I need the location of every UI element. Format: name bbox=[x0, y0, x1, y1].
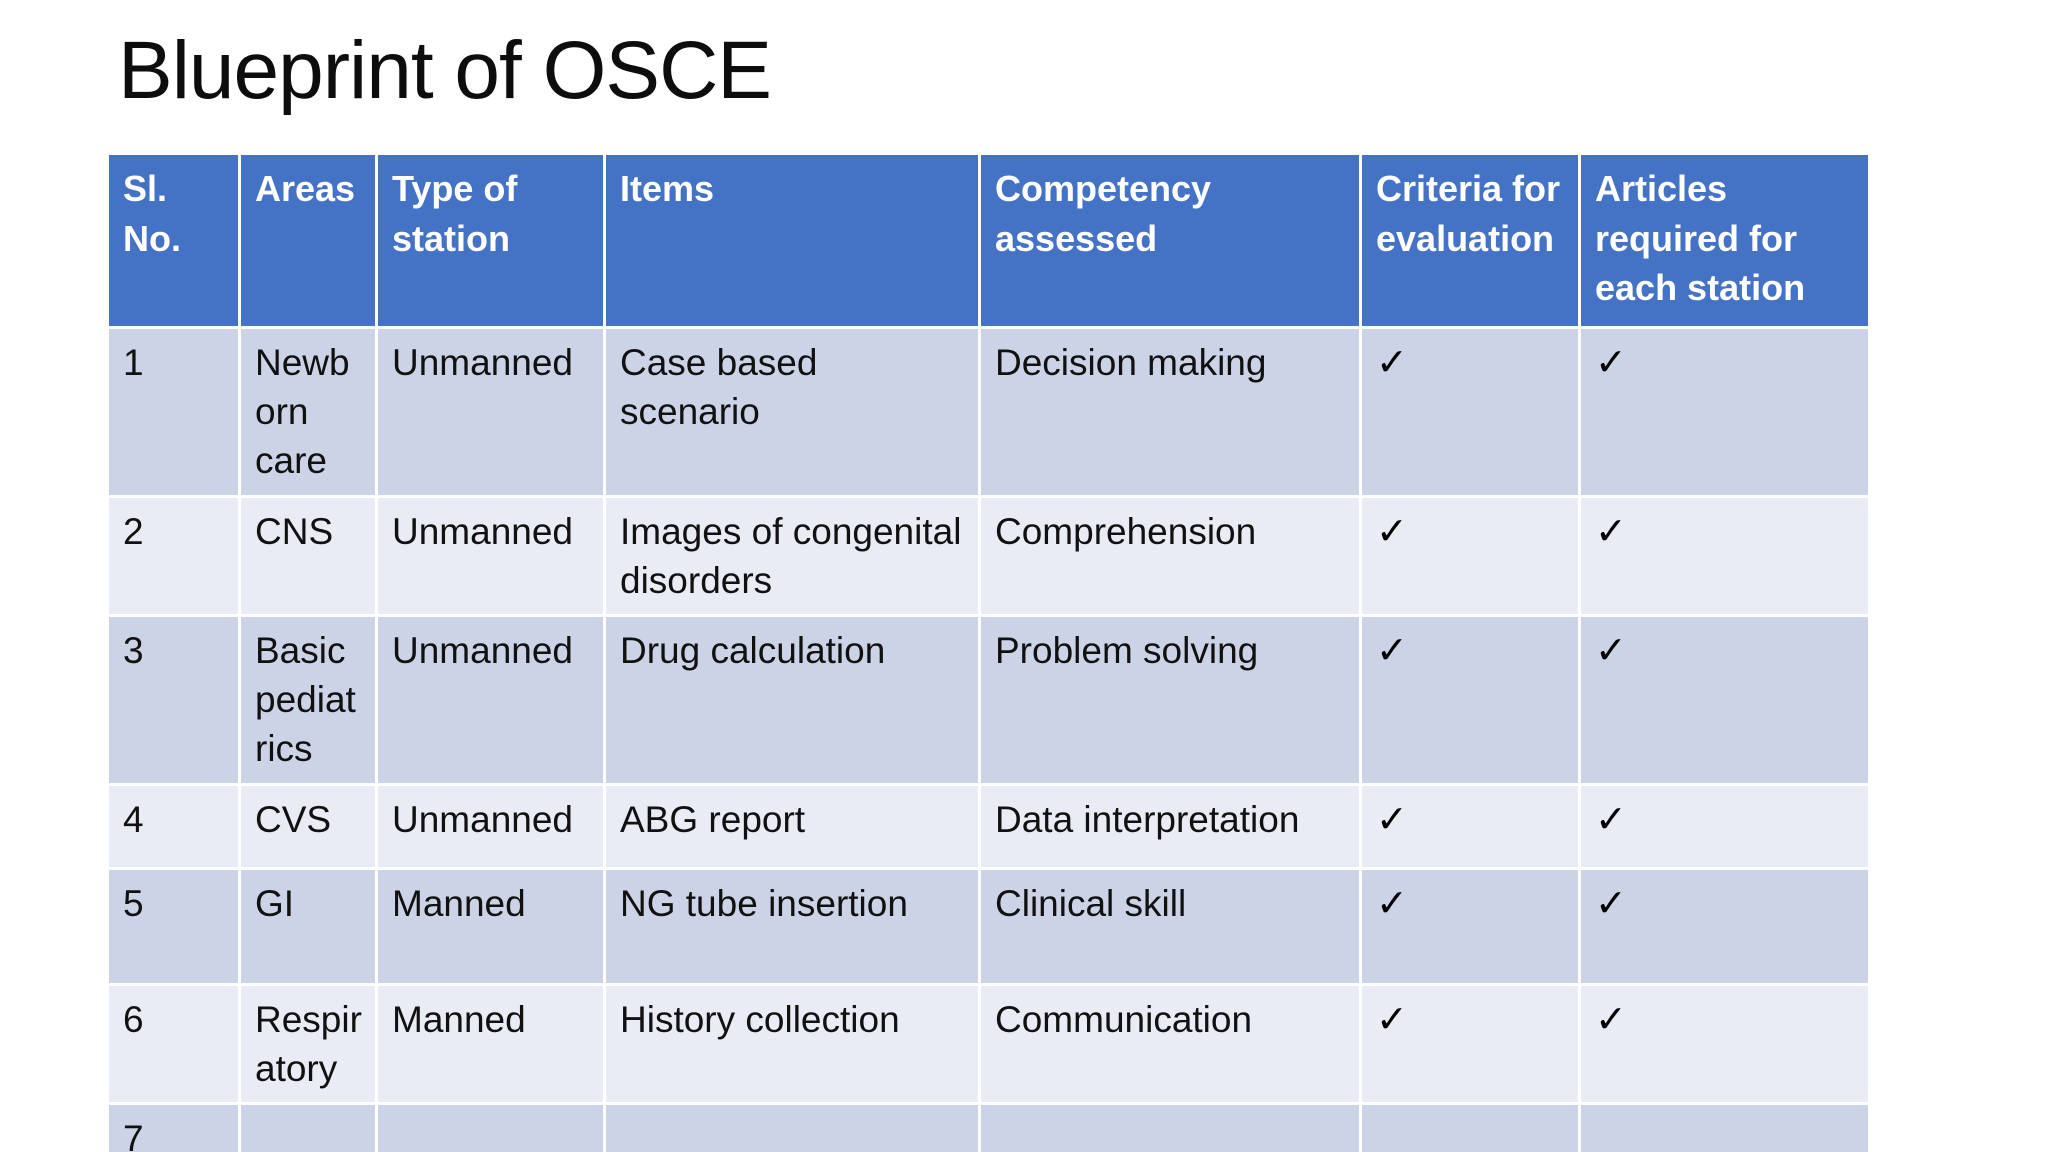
check-icon: ✓ bbox=[1376, 998, 1408, 1041]
check-icon: ✓ bbox=[1595, 342, 1627, 384]
area-cell: CNS bbox=[238, 494, 378, 618]
criteria-check-cell: ✓ bbox=[1359, 982, 1581, 1106]
competency-cell: Problem solving bbox=[978, 614, 1362, 786]
table-row: 7 bbox=[106, 1102, 1871, 1152]
table-row: 5 GI Manned NG tube insertion Clinical s… bbox=[106, 866, 1871, 986]
check-icon: ✓ bbox=[1595, 882, 1627, 925]
articles-check-cell: ✓ bbox=[1578, 614, 1871, 786]
table-body: 1 Newb orn care Unmanned Case based scen… bbox=[106, 326, 1871, 1152]
header-row: Sl. No. Areas Type of station Items Comp… bbox=[106, 152, 1871, 329]
station-type-cell: Unmanned bbox=[375, 782, 606, 870]
sl-no-cell: 4 bbox=[106, 782, 241, 870]
criteria-check-cell: ✓ bbox=[1359, 866, 1581, 986]
items-cell: History collection bbox=[603, 982, 981, 1106]
items-cell: Case based scenario bbox=[603, 326, 981, 498]
table-row: 2 CNS Unmanned Images of congenital diso… bbox=[106, 494, 1871, 618]
competency-cell: Decision making bbox=[978, 326, 1362, 498]
check-icon: ✓ bbox=[1595, 798, 1627, 841]
col-header-areas: Areas bbox=[238, 152, 378, 329]
station-type-cell: Manned bbox=[375, 982, 606, 1106]
osce-blueprint-table: Sl. No. Areas Type of station Items Comp… bbox=[106, 152, 1871, 1152]
sl-no-cell: 1 bbox=[106, 326, 241, 498]
col-header-criteria-for-evaluation: Criteria for evaluation bbox=[1359, 152, 1581, 329]
competency-cell: Comprehension bbox=[978, 494, 1362, 618]
area-cell: Basic pediat rics bbox=[238, 614, 378, 786]
competency-cell: Communication bbox=[978, 982, 1362, 1106]
articles-check-cell: ✓ bbox=[1578, 494, 1871, 618]
items-cell: Drug calculation bbox=[603, 614, 981, 786]
table-row: 4 CVS Unmanned ABG report Data interpret… bbox=[106, 782, 1871, 870]
area-cell: Respir atory bbox=[238, 982, 378, 1106]
criteria-check-cell: ✓ bbox=[1359, 494, 1581, 618]
criteria-check-cell bbox=[1359, 1102, 1581, 1152]
slide-title: Blueprint of OSCE bbox=[118, 25, 772, 116]
articles-check-cell: ✓ bbox=[1578, 326, 1871, 498]
area-cell bbox=[238, 1102, 378, 1152]
station-type-cell: Unmanned bbox=[375, 326, 606, 498]
check-icon: ✓ bbox=[1376, 798, 1408, 841]
check-icon: ✓ bbox=[1595, 510, 1627, 553]
items-cell: Images of congenital disorders bbox=[603, 494, 981, 618]
competency-cell: Data interpretation bbox=[978, 782, 1362, 870]
check-icon: ✓ bbox=[1376, 882, 1408, 925]
articles-check-cell: ✓ bbox=[1578, 866, 1871, 986]
articles-check-cell: ✓ bbox=[1578, 782, 1871, 870]
criteria-check-cell: ✓ bbox=[1359, 782, 1581, 870]
station-type-cell bbox=[375, 1102, 606, 1152]
col-header-type-of-station: Type of station bbox=[375, 152, 606, 329]
col-header-competency-assessed: Competency assessed bbox=[978, 152, 1362, 329]
competency-cell: Clinical skill bbox=[978, 866, 1362, 986]
criteria-check-cell: ✓ bbox=[1359, 614, 1581, 786]
criteria-check-cell: ✓ bbox=[1359, 326, 1581, 498]
check-icon: ✓ bbox=[1595, 998, 1627, 1041]
sl-no-cell: 5 bbox=[106, 866, 241, 986]
check-icon: ✓ bbox=[1376, 630, 1408, 673]
table-row: 6 Respir atory Manned History collection… bbox=[106, 982, 1871, 1106]
sl-no-cell: 3 bbox=[106, 614, 241, 786]
items-cell: NG tube insertion bbox=[603, 866, 981, 986]
check-icon: ✓ bbox=[1376, 510, 1408, 553]
competency-cell bbox=[978, 1102, 1362, 1152]
col-header-sl-no: Sl. No. bbox=[106, 152, 241, 329]
col-header-items: Items bbox=[603, 152, 981, 329]
station-type-cell: Unmanned bbox=[375, 614, 606, 786]
articles-check-cell bbox=[1578, 1102, 1871, 1152]
table-header: Sl. No. Areas Type of station Items Comp… bbox=[106, 152, 1871, 329]
area-cell: CVS bbox=[238, 782, 378, 870]
articles-check-cell: ✓ bbox=[1578, 982, 1871, 1106]
col-header-articles-required: Articles required for each station bbox=[1578, 152, 1871, 329]
sl-no-cell: 2 bbox=[106, 494, 241, 618]
sl-no-cell: 7 bbox=[106, 1102, 241, 1152]
check-icon: ✓ bbox=[1595, 630, 1627, 673]
items-cell bbox=[603, 1102, 981, 1152]
table-row: 3 Basic pediat rics Unmanned Drug calcul… bbox=[106, 614, 1871, 786]
table-row: 1 Newb orn care Unmanned Case based scen… bbox=[106, 326, 1871, 498]
station-type-cell: Manned bbox=[375, 866, 606, 986]
check-icon: ✓ bbox=[1376, 342, 1408, 384]
area-cell: Newb orn care bbox=[238, 326, 378, 498]
items-cell: ABG report bbox=[603, 782, 981, 870]
station-type-cell: Unmanned bbox=[375, 494, 606, 618]
sl-no-cell: 6 bbox=[106, 982, 241, 1106]
area-cell: GI bbox=[238, 866, 378, 986]
